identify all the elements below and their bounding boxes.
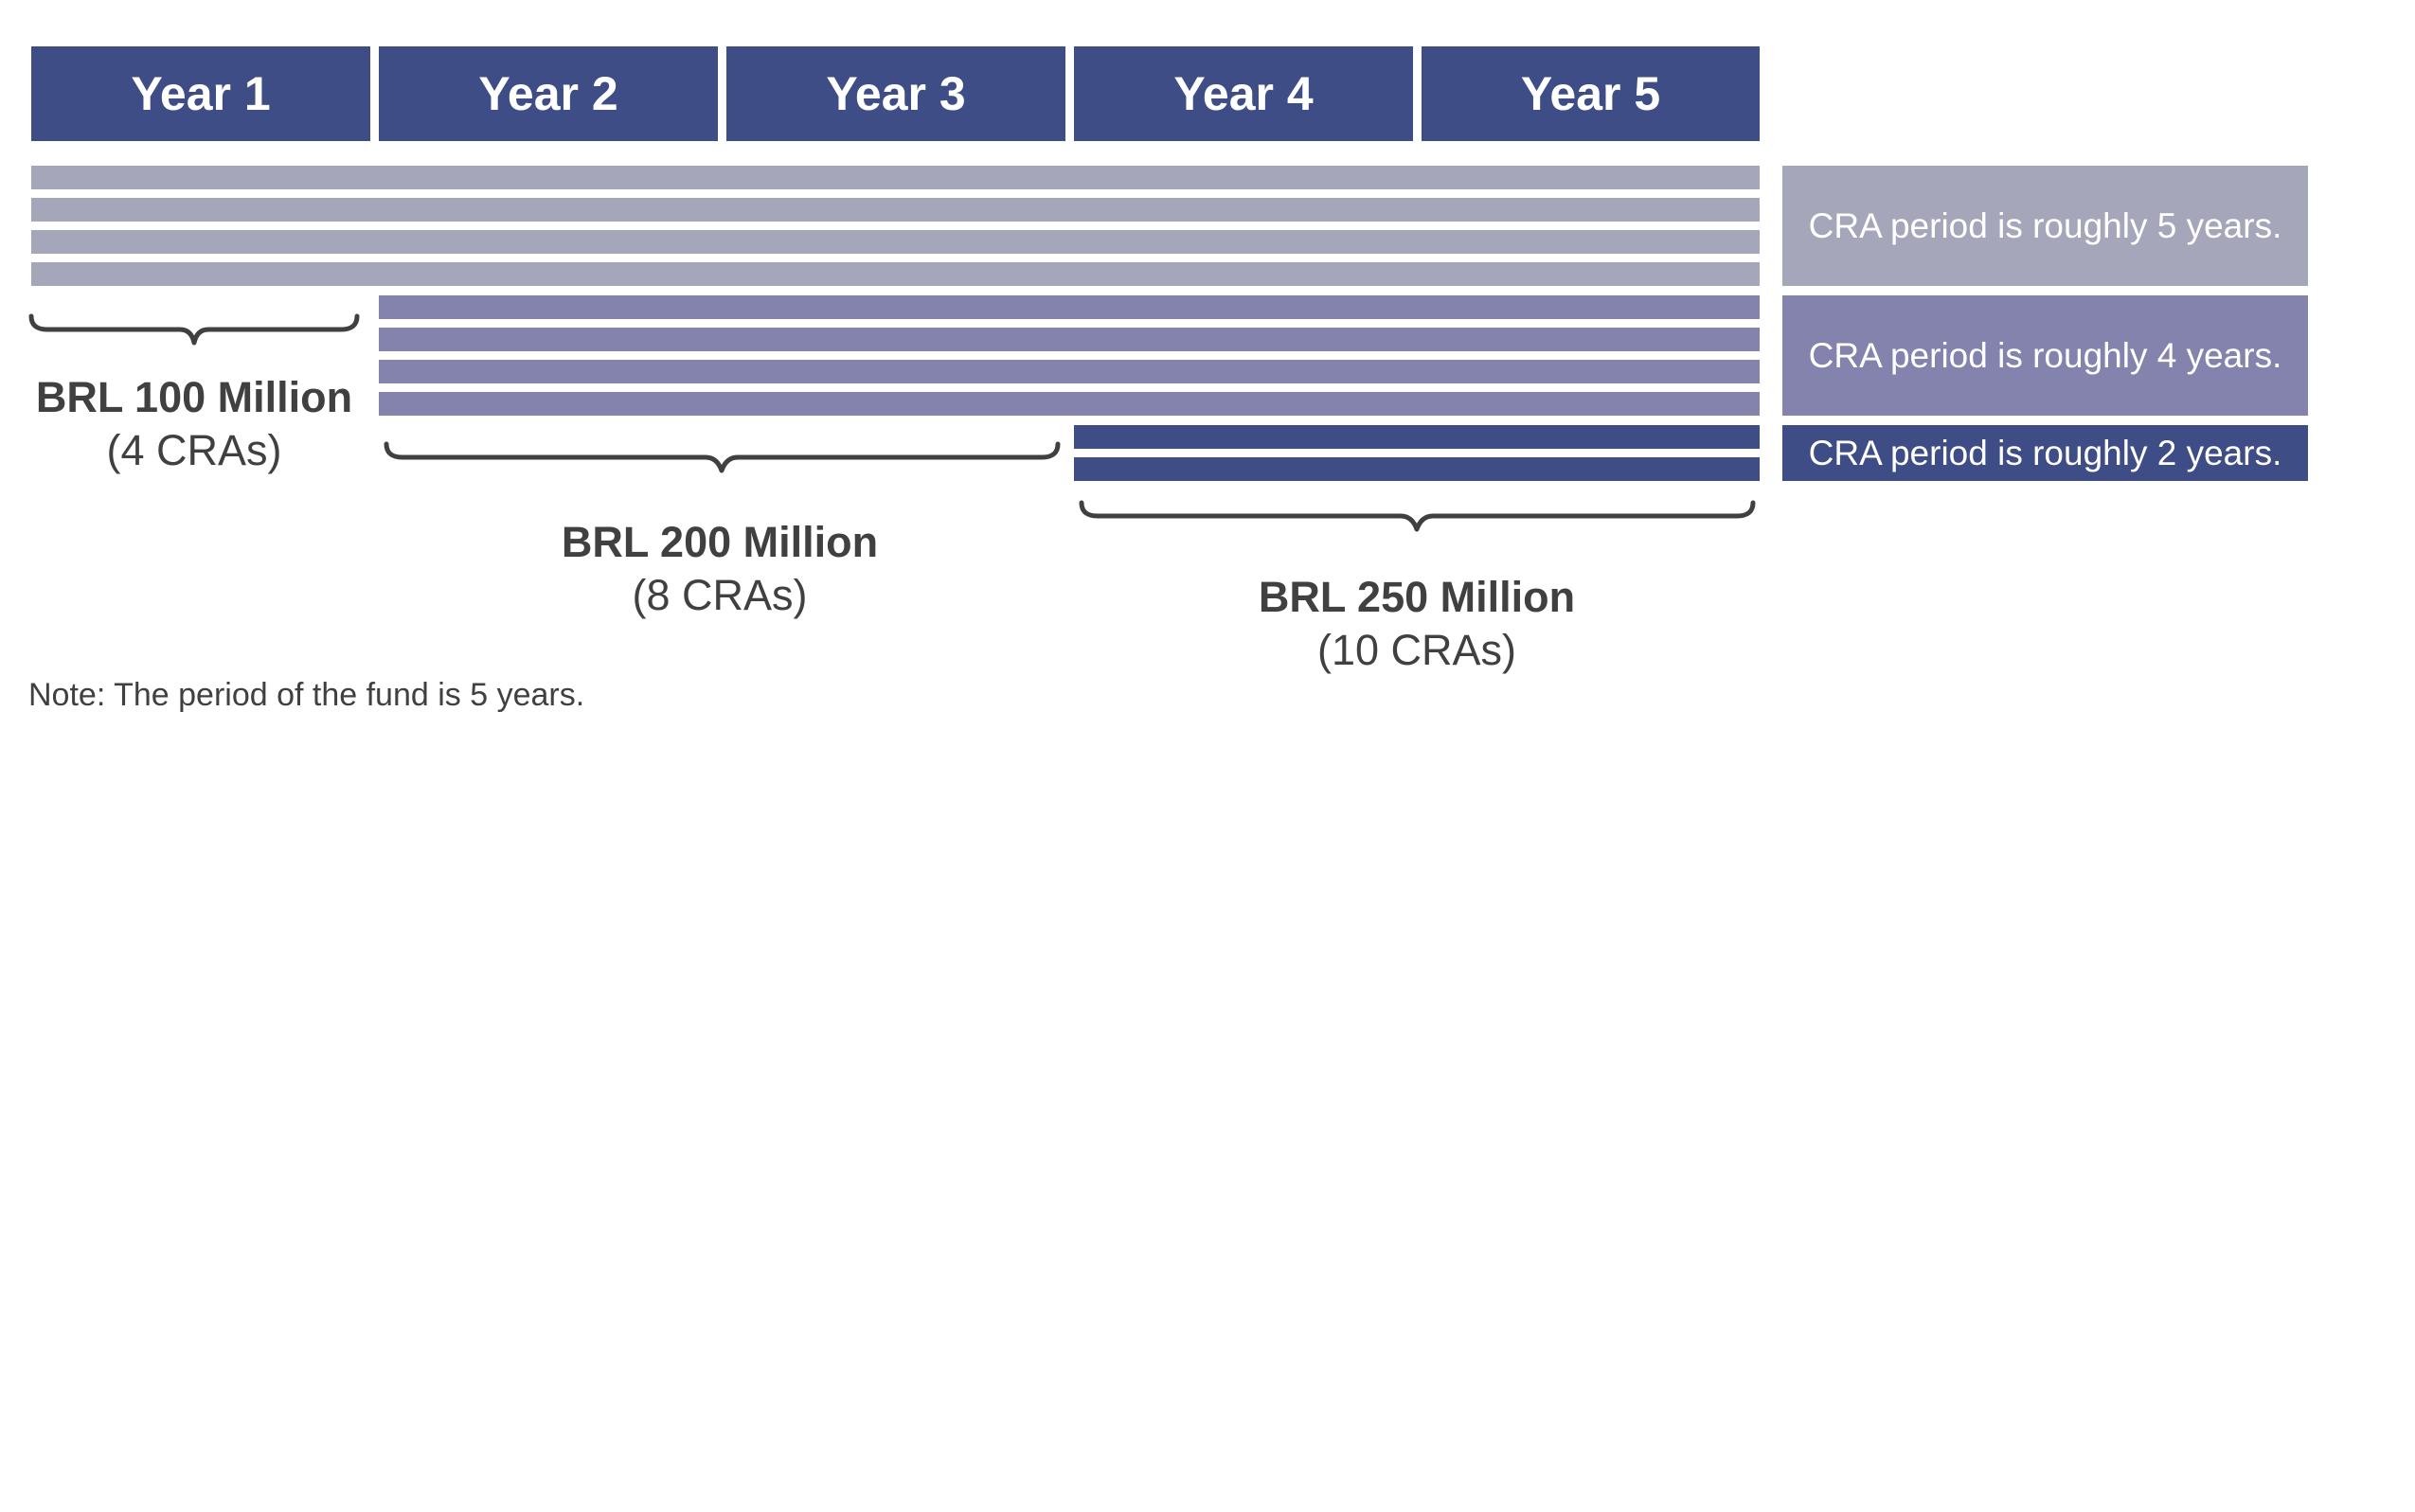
- cra-bar-4yr-1: [379, 295, 1760, 319]
- cra-bar-2yr-1: [1074, 425, 1760, 449]
- group-3-label: BRL 250 Million (10 CRAs): [1227, 571, 1606, 678]
- group-2-label: BRL 200 Million (8 CRAs): [530, 516, 909, 623]
- group-1-label: BRL 100 Million (4 CRAs): [5, 371, 384, 478]
- cra-bar-2yr-2: [1074, 457, 1760, 481]
- group-1-count: (4 CRAs): [106, 426, 282, 475]
- cra-bar-4yr-2: [379, 328, 1760, 351]
- period-label-5-years: CRA period is roughly 5 years.: [1782, 166, 2308, 286]
- cra-bar-5yr-4: [31, 262, 1760, 286]
- brace-group-2: [384, 441, 1061, 473]
- group-3-amount: BRL 250 Million: [1258, 573, 1576, 621]
- group-3-count: (10 CRAs): [1316, 626, 1517, 675]
- group-2-count: (8 CRAs): [632, 571, 808, 620]
- cra-bar-4yr-3: [379, 360, 1760, 383]
- period-label-4-years: CRA period is roughly 4 years.: [1782, 295, 2308, 416]
- group-2-amount: BRL 200 Million: [561, 518, 879, 566]
- cra-bar-5yr-3: [31, 230, 1760, 254]
- brace-group-3: [1079, 500, 1756, 532]
- group-1-amount: BRL 100 Million: [35, 373, 353, 421]
- year-2-header: Year 2: [379, 46, 718, 141]
- fund-period-note: Note: The period of the fund is 5 years.: [28, 677, 585, 713]
- year-1-header: Year 1: [31, 46, 370, 141]
- brace-group-1: [28, 313, 360, 346]
- year-3-header: Year 3: [726, 46, 1065, 141]
- cra-bar-4yr-4: [379, 392, 1760, 416]
- cra-bar-5yr-2: [31, 198, 1760, 222]
- period-label-2-years: CRA period is roughly 2 years.: [1782, 425, 2308, 481]
- year-4-header: Year 4: [1074, 46, 1413, 141]
- year-5-header: Year 5: [1422, 46, 1760, 141]
- cra-bar-5yr-1: [31, 166, 1760, 189]
